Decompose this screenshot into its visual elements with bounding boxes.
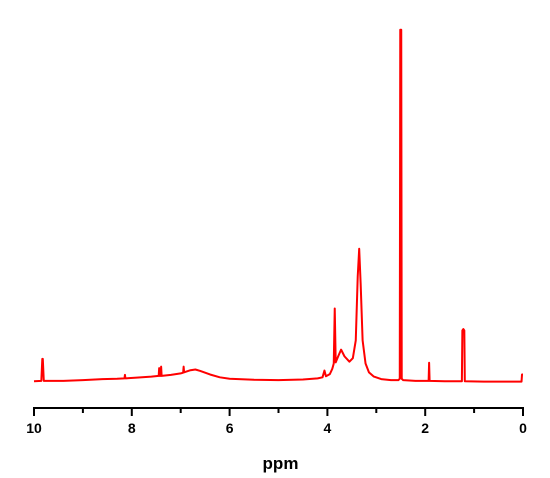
x-tick-label: 6: [226, 420, 234, 436]
x-tick-label: 0: [519, 420, 527, 436]
x-tick-label: 8: [128, 420, 136, 436]
x-tick-label: 4: [324, 420, 332, 436]
series-layer: [33, 28, 524, 383]
x-tick-label: 10: [26, 420, 42, 436]
x-ticks: 10 8 6 4 2 0: [26, 408, 527, 436]
spectrum-line: [33, 28, 524, 383]
x-tick-label: 2: [421, 420, 429, 436]
x-axis-title: ppm: [263, 454, 299, 473]
